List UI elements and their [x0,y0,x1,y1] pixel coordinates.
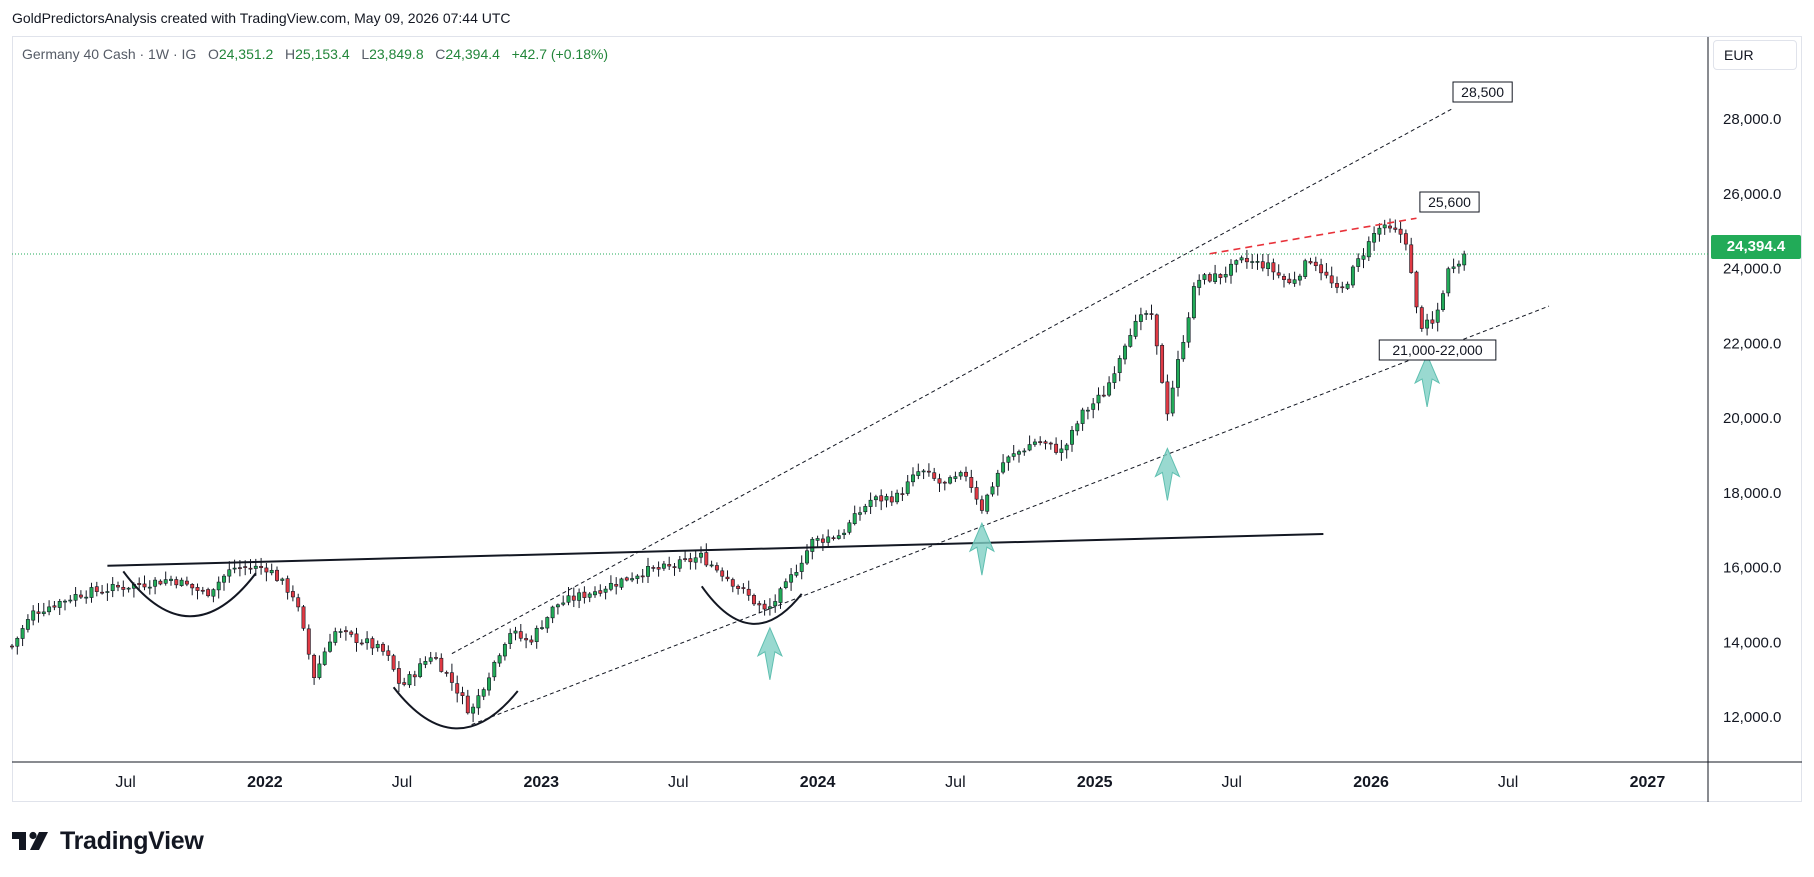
chart-frame[interactable] [12,36,1802,802]
currency-selector[interactable]: EUR [1713,40,1797,70]
symbol-name: Germany 40 Cash · 1W · IG [22,46,197,62]
open-label: O [207,46,219,62]
low-value: 23,849.8 [369,46,424,62]
high-label: H [285,46,296,62]
open-value: 24,351.2 [218,46,274,62]
high-value: 25,153.4 [295,46,350,62]
close-label: C [435,46,446,62]
tradingview-brand[interactable]: TradingView [12,826,204,856]
symbol-legend[interactable]: Germany 40 Cash · 1W · IG O24,351.2 H25,… [22,46,608,62]
low-label: L [361,46,370,62]
brand-name: TradingView [60,826,204,855]
last-price-badge: 24,394.4 [1711,235,1801,259]
chart-credit: GoldPredictorsAnalysis created with Trad… [12,10,511,26]
change-value: +42.7 (+0.18%) [511,46,609,62]
tradingview-logo-icon [12,831,48,850]
close-value: 24,394.4 [445,46,500,62]
